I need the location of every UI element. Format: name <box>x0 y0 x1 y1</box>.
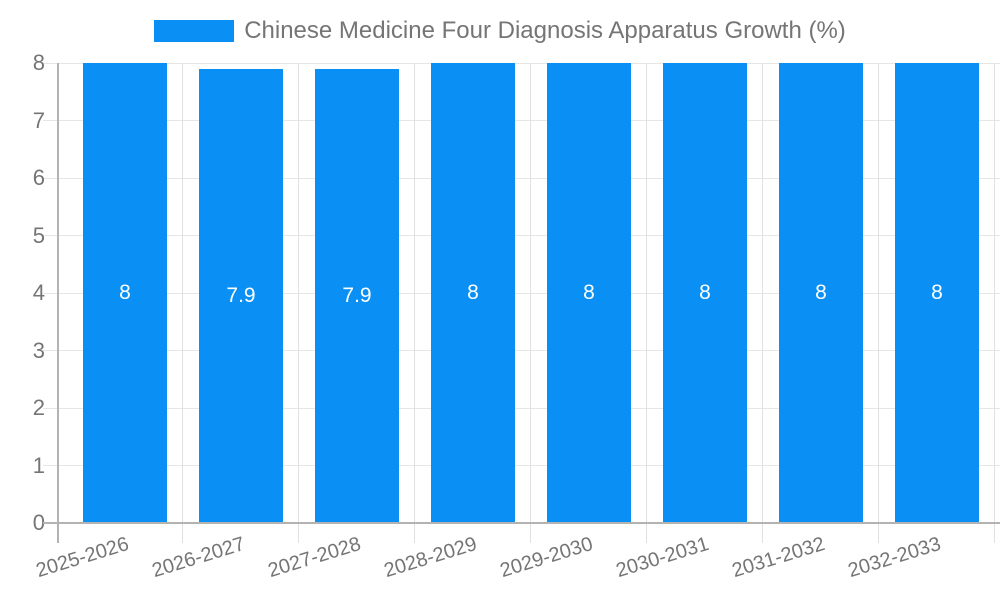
category-boundary-line <box>414 63 415 543</box>
bar-2027-2028[interactable]: 7.9 <box>315 68 399 523</box>
gridline-y-7 <box>43 120 1000 121</box>
category-cell: 8 <box>531 63 647 543</box>
bar-2031-2032[interactable]: 8 <box>779 63 863 523</box>
bar-2025-2026[interactable]: 8 <box>83 63 167 523</box>
y-axis-line <box>57 63 59 543</box>
y-tick-label: 5 <box>32 222 45 248</box>
category-cell: 7.9 <box>299 63 415 543</box>
bar-2028-2029[interactable]: 8 <box>431 63 515 523</box>
bar-value-label: 8 <box>583 281 595 304</box>
gridline-y-2 <box>43 407 1000 409</box>
bar-value-label: 7.9 <box>226 283 256 307</box>
gridline-y-1 <box>43 465 1000 466</box>
category-cell: 7.9 <box>183 63 299 543</box>
y-tick-label: 7 <box>32 107 45 133</box>
category-boundary-line <box>762 63 763 543</box>
y-tick-label: 8 <box>32 50 45 75</box>
legend-swatch <box>154 20 235 42</box>
y-tick-label: 4 <box>32 280 45 305</box>
gridline-y-4 <box>43 292 1000 294</box>
category-cell: 8 <box>879 63 995 543</box>
bar-value-label: 8 <box>815 281 827 304</box>
category-cell: 8 <box>647 63 763 543</box>
x-axis-line <box>43 522 1000 524</box>
gridline-y-5 <box>43 235 1000 236</box>
y-tick-label: 6 <box>32 165 45 190</box>
category-cell: 8 <box>415 63 531 543</box>
bar-value-label: 8 <box>931 281 943 304</box>
gridline-y-3 <box>43 350 1000 351</box>
y-tick-label: 3 <box>32 337 45 363</box>
bars-row: 8 7.9 7.9 8 8 8 8 8 <box>67 63 995 543</box>
chart-legend[interactable]: Chinese Medicine Four Diagnosis Apparatu… <box>0 17 1000 45</box>
category-boundary-line <box>646 63 647 543</box>
bar-value-label: 8 <box>467 281 479 304</box>
chart-title: Chinese Medicine Four Diagnosis Apparatu… <box>244 17 846 44</box>
gridline-y-6 <box>43 177 1000 179</box>
gridline-y-8 <box>43 62 1000 64</box>
category-cell: 8 <box>763 63 879 543</box>
bar-2030-2031[interactable]: 8 <box>663 63 747 523</box>
bar-value-label: 7.9 <box>342 283 372 307</box>
y-tick-label: 1 <box>32 452 45 478</box>
bar-2032-2033[interactable]: 8 <box>895 63 979 523</box>
plot-area: 8 7.9 7.9 8 8 8 8 8 <box>43 62 1000 543</box>
bar-value-label: 8 <box>119 281 131 304</box>
category-cell: 8 <box>67 63 183 543</box>
category-boundary-line <box>878 63 879 543</box>
bar-2026-2027[interactable]: 7.9 <box>199 68 283 523</box>
y-tick-label: 0 <box>32 510 45 535</box>
category-boundary-line <box>994 63 995 543</box>
bar-2029-2030[interactable]: 8 <box>547 63 631 523</box>
category-boundary-line <box>182 63 183 543</box>
category-boundary-line <box>298 63 299 543</box>
bar-value-label: 8 <box>699 281 711 304</box>
category-boundary-line <box>530 63 531 543</box>
y-tick-label: 2 <box>32 395 45 420</box>
